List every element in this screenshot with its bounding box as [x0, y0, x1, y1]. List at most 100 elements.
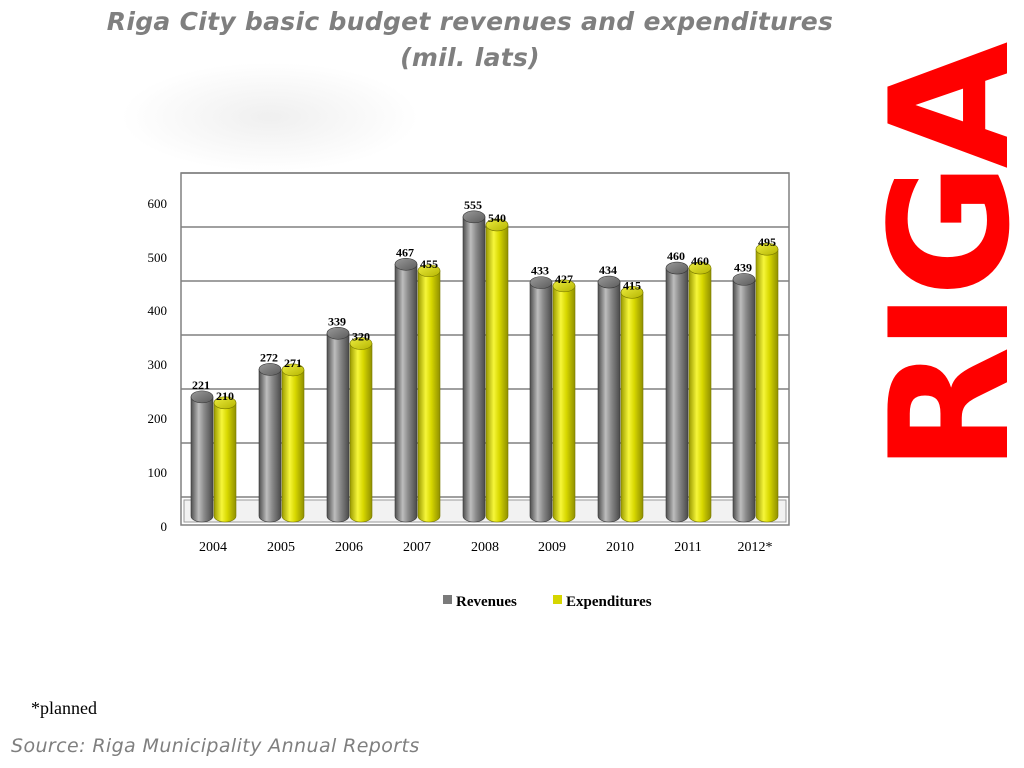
decorative-glow: [120, 62, 420, 172]
chart-title-line2: (mil. lats): [400, 43, 540, 72]
data-label: 555: [464, 198, 482, 212]
y-tick-label: 500: [148, 250, 168, 265]
data-label: 210: [216, 389, 234, 403]
x-tick-label: 2004: [199, 540, 227, 555]
bar-body: [394, 263, 418, 523]
source-note: Source: Riga Municipality Annual Reports: [11, 735, 420, 757]
legend-swatch: [443, 595, 452, 604]
data-label: 455: [420, 257, 438, 271]
bar-body: [213, 402, 237, 523]
bar-top: [462, 210, 486, 224]
x-tick-label: 2006: [335, 540, 363, 555]
data-label: 495: [758, 235, 776, 249]
bar-top: [552, 279, 576, 293]
bar-body: [755, 248, 779, 523]
data-label: 433: [531, 264, 549, 278]
legend-item-revenues: Revenues: [443, 594, 517, 610]
bar-revenues: [258, 363, 282, 523]
bar-expenditures: [552, 279, 576, 523]
data-label: 320: [352, 330, 370, 344]
bar-top: [190, 390, 214, 404]
x-tick-label: 2009: [538, 540, 566, 555]
y-tick-label: 100: [148, 465, 168, 480]
data-label: 540: [488, 211, 506, 225]
bar-revenues: [326, 326, 350, 523]
bar-body: [688, 267, 712, 523]
data-label: 439: [734, 260, 752, 274]
x-axis: 2004 2005 2006 2007 2008 2009 2010 2011 2012*: [199, 540, 773, 555]
bar-top: [213, 396, 237, 410]
bar-top: [620, 286, 644, 299]
data-label: 415: [623, 278, 641, 292]
y-tick-label: 400: [148, 303, 168, 318]
bar-body: [281, 369, 305, 523]
bar-top: [281, 363, 305, 377]
bar-body: [665, 267, 689, 523]
data-label: 467: [396, 245, 414, 259]
bar-top: [755, 242, 779, 256]
bar-top: [394, 257, 418, 271]
legend-item-expenditures: Expenditures: [553, 594, 652, 610]
y-tick-label: 600: [148, 196, 168, 211]
bar-body: [258, 369, 282, 523]
x-tick-label: 2008: [471, 540, 499, 555]
bar-revenues: [529, 276, 553, 523]
bar-top: [529, 276, 553, 289]
bar-body: [529, 282, 553, 523]
legend: Revenues Expenditures: [443, 594, 652, 610]
x-tick-label: 2005: [267, 540, 295, 555]
legend-label: Expenditures: [566, 594, 652, 610]
bar-expenditures: [620, 286, 644, 523]
bar-top: [349, 337, 373, 350]
bar-revenues: [190, 390, 214, 523]
bar-body: [620, 292, 644, 523]
bar-expenditures: [688, 261, 712, 523]
bar-body: [732, 279, 756, 523]
bar-expenditures: [417, 264, 441, 523]
y-tick-label: 200: [148, 411, 168, 426]
bar-revenues: [597, 275, 621, 523]
bar-revenues: [732, 273, 756, 523]
bar-body: [597, 281, 621, 523]
x-tick-label: 2012*: [738, 540, 773, 555]
data-label: 221: [192, 378, 210, 392]
y-tick-label: 0: [161, 519, 168, 534]
bar-body: [485, 224, 509, 523]
bar-body: [462, 216, 486, 523]
data-label: 460: [667, 249, 685, 263]
bars: 221 210 272 271 339 320 467 455 555 540 433 427 434 4…: [190, 198, 779, 523]
bar-top: [485, 218, 509, 232]
bar-top: [597, 275, 621, 289]
chart-title-line1: Riga City basic budget revenues and expe…: [106, 7, 834, 36]
bar-revenues: [394, 257, 418, 523]
legend-label: Revenues: [456, 594, 517, 610]
y-axis: 0 100 200 300 400 500 600: [148, 196, 168, 534]
bar-top: [665, 261, 689, 275]
bar-top: [417, 264, 441, 278]
bar-body: [349, 343, 373, 523]
data-label: 460: [691, 254, 709, 268]
bar-top: [732, 273, 756, 286]
data-label: 427: [555, 272, 573, 286]
bar-expenditures: [485, 218, 509, 523]
bar-body: [552, 285, 576, 523]
bar-revenues: [665, 261, 689, 523]
y-tick-label: 300: [148, 357, 168, 372]
data-label: 339: [328, 314, 346, 328]
bar-revenues: [462, 210, 486, 523]
bar-body: [190, 396, 214, 523]
bar-expenditures: [281, 363, 305, 523]
bar-body: [417, 270, 441, 523]
bar-expenditures: [349, 337, 373, 523]
data-label: 271: [284, 356, 302, 370]
x-tick-label: 2007: [403, 540, 431, 555]
chart-title: Riga City basic budget revenues and expe…: [100, 4, 840, 76]
bar-expenditures: [755, 242, 779, 523]
bar-expenditures: [213, 396, 237, 523]
x-tick-label: 2010: [606, 540, 634, 555]
x-tick-label: 2011: [674, 540, 701, 555]
bar-top: [688, 261, 712, 275]
legend-swatch: [553, 595, 562, 604]
footnote: *planned: [31, 698, 97, 718]
